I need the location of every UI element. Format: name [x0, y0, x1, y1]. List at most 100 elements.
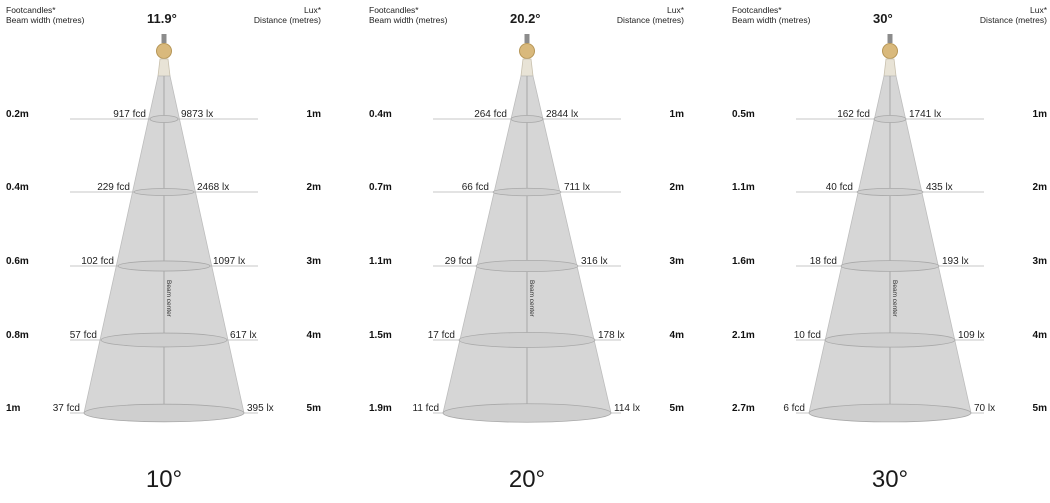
- lux-value: 70 lx: [974, 403, 995, 414]
- beam-center-label: Beam center: [528, 280, 535, 318]
- footcandles-header: Footcandles*: [732, 5, 782, 15]
- lux-value: 617 lx: [230, 330, 257, 341]
- footcandles-header: Footcandles*: [369, 5, 419, 15]
- lamp-neck: [883, 58, 897, 77]
- beam-angle-label: 20°: [508, 466, 546, 493]
- header-right: Lux* Distance (metres): [617, 5, 684, 25]
- footcandles-value: 29 fcd: [445, 256, 472, 267]
- footcandles-value: 162 fcd: [837, 109, 870, 120]
- beam-width-value: 2.1m: [732, 330, 755, 341]
- footcandles-value: 11 fcd: [413, 403, 440, 414]
- distance-value: 5m: [670, 403, 685, 414]
- lamp-neck: [157, 58, 171, 77]
- distance-value: 2m: [307, 182, 322, 193]
- header-right: Lux* Distance (metres): [254, 5, 321, 25]
- distance-value: 4m: [1033, 330, 1048, 341]
- lamp-bulb-icon: [156, 43, 172, 59]
- distance-header: Distance (metres): [616, 15, 684, 25]
- footcandles-value: 917 fcd: [113, 109, 146, 120]
- distance-value: 4m: [307, 330, 322, 341]
- beam-angle-label: 30°: [871, 466, 909, 493]
- lux-header: Lux*: [666, 5, 684, 15]
- beam-width-value: 1.1m: [369, 256, 392, 267]
- distance-header: Distance (metres): [253, 15, 321, 25]
- beam-cross-section: [492, 187, 562, 197]
- beam-width-value: 0.6m: [6, 256, 29, 267]
- distance-value: 2m: [670, 182, 685, 193]
- beam-cross-section: [458, 332, 596, 348]
- beam-width-header: Beam width (metres): [369, 15, 448, 25]
- beam-width-value: 2.7m: [732, 403, 755, 414]
- lux-value: 193 lx: [942, 256, 969, 267]
- footcandles-value: 6 fcd: [783, 403, 805, 414]
- lamp-stem: [161, 34, 167, 43]
- beam-width-value: 1.9m: [369, 403, 392, 414]
- beam-cross-section: [856, 187, 924, 197]
- footcandles-value: 10 fcd: [794, 330, 821, 341]
- header-left: Footcandles* Beam width (metres): [6, 5, 84, 25]
- lamp-neck: [520, 58, 534, 77]
- footcandles-value: 102 fcd: [81, 256, 114, 267]
- beam-width-value: 0.7m: [369, 182, 392, 193]
- footcandles-value: 17 fcd: [428, 330, 455, 341]
- beam-cross-section: [510, 115, 544, 123]
- lux-value: 9873 lx: [181, 109, 213, 120]
- lux-value: 316 lx: [581, 256, 608, 267]
- lux-value: 435 lx: [926, 182, 953, 193]
- lux-value: 2844 lx: [546, 109, 578, 120]
- lamp-bulb-icon: [882, 43, 898, 59]
- footcandles-value: 40 fcd: [826, 182, 853, 193]
- lamp-bulb-icon: [519, 43, 535, 59]
- beam-cross-section: [824, 332, 956, 348]
- distance-value: 2m: [1033, 182, 1048, 193]
- beam-cross-section: [149, 115, 179, 123]
- beam-width-value: 0.4m: [369, 109, 392, 120]
- beam-cross-section: [475, 259, 579, 273]
- beam-cross-section: [442, 403, 612, 423]
- footcandles-value: 229 fcd: [97, 182, 130, 193]
- beam-panel: Footcandles* Beam width (metres) Lux* Dista…: [726, 0, 1050, 503]
- peak-angle: 20.2°: [510, 11, 541, 26]
- header-right: Lux* Distance (metres): [980, 5, 1047, 25]
- distance-value: 1m: [307, 109, 322, 120]
- beam-cross-section: [100, 332, 228, 348]
- beam-center-label: Beam center: [165, 280, 172, 318]
- peak-angle: 11.9°: [147, 11, 177, 26]
- beam-width-value: 0.4m: [6, 182, 29, 193]
- beam-center-label: Beam center: [891, 280, 898, 318]
- footcandles-value: 18 fcd: [810, 256, 837, 267]
- footcandles-value: 264 fcd: [474, 109, 507, 120]
- beam-cone-svg: Beam center 264 fcd 2844 lx 0.4m 1m 66 fcd 711…: [369, 34, 685, 423]
- beam-cross-section: [808, 403, 972, 423]
- distance-value: 4m: [670, 330, 685, 341]
- distance-value: 5m: [1033, 403, 1048, 414]
- beam-angle-label: 10°: [145, 466, 183, 493]
- beam-width-value: 1.5m: [369, 330, 392, 341]
- beam-cross-section: [133, 188, 195, 196]
- distance-value: 1m: [1033, 109, 1048, 120]
- lux-value: 109 lx: [958, 330, 985, 341]
- lux-header: Lux*: [303, 5, 321, 15]
- beam-width-value: 0.2m: [6, 109, 29, 120]
- beam-width-value: 1.6m: [732, 256, 755, 267]
- footcandles-header: Footcandles*: [6, 5, 56, 15]
- beam-cross-section: [117, 260, 211, 272]
- lux-header: Lux*: [1029, 5, 1047, 15]
- beam-width-header: Beam width (metres): [6, 15, 85, 25]
- distance-header: Distance (metres): [979, 15, 1047, 25]
- distance-value: 1m: [670, 109, 685, 120]
- header-left: Footcandles* Beam width (metres): [732, 5, 810, 25]
- beam-width-value: 0.8m: [6, 330, 29, 341]
- footcandles-value: 66 fcd: [462, 182, 489, 193]
- lux-value: 711 lx: [564, 182, 590, 193]
- distance-value: 3m: [670, 256, 685, 267]
- beam-width-value: 0.5m: [732, 109, 755, 120]
- peak-angle: 30°: [873, 11, 893, 26]
- beam-panel: Footcandles* Beam width (metres) Lux* Dista…: [0, 0, 330, 503]
- beam-width-value: 1.1m: [732, 182, 755, 193]
- lux-value: 178 lx: [598, 330, 625, 341]
- footcandles-value: 37 fcd: [53, 403, 80, 414]
- lux-value: 114 lx: [614, 403, 640, 414]
- lamp-stem: [887, 34, 893, 43]
